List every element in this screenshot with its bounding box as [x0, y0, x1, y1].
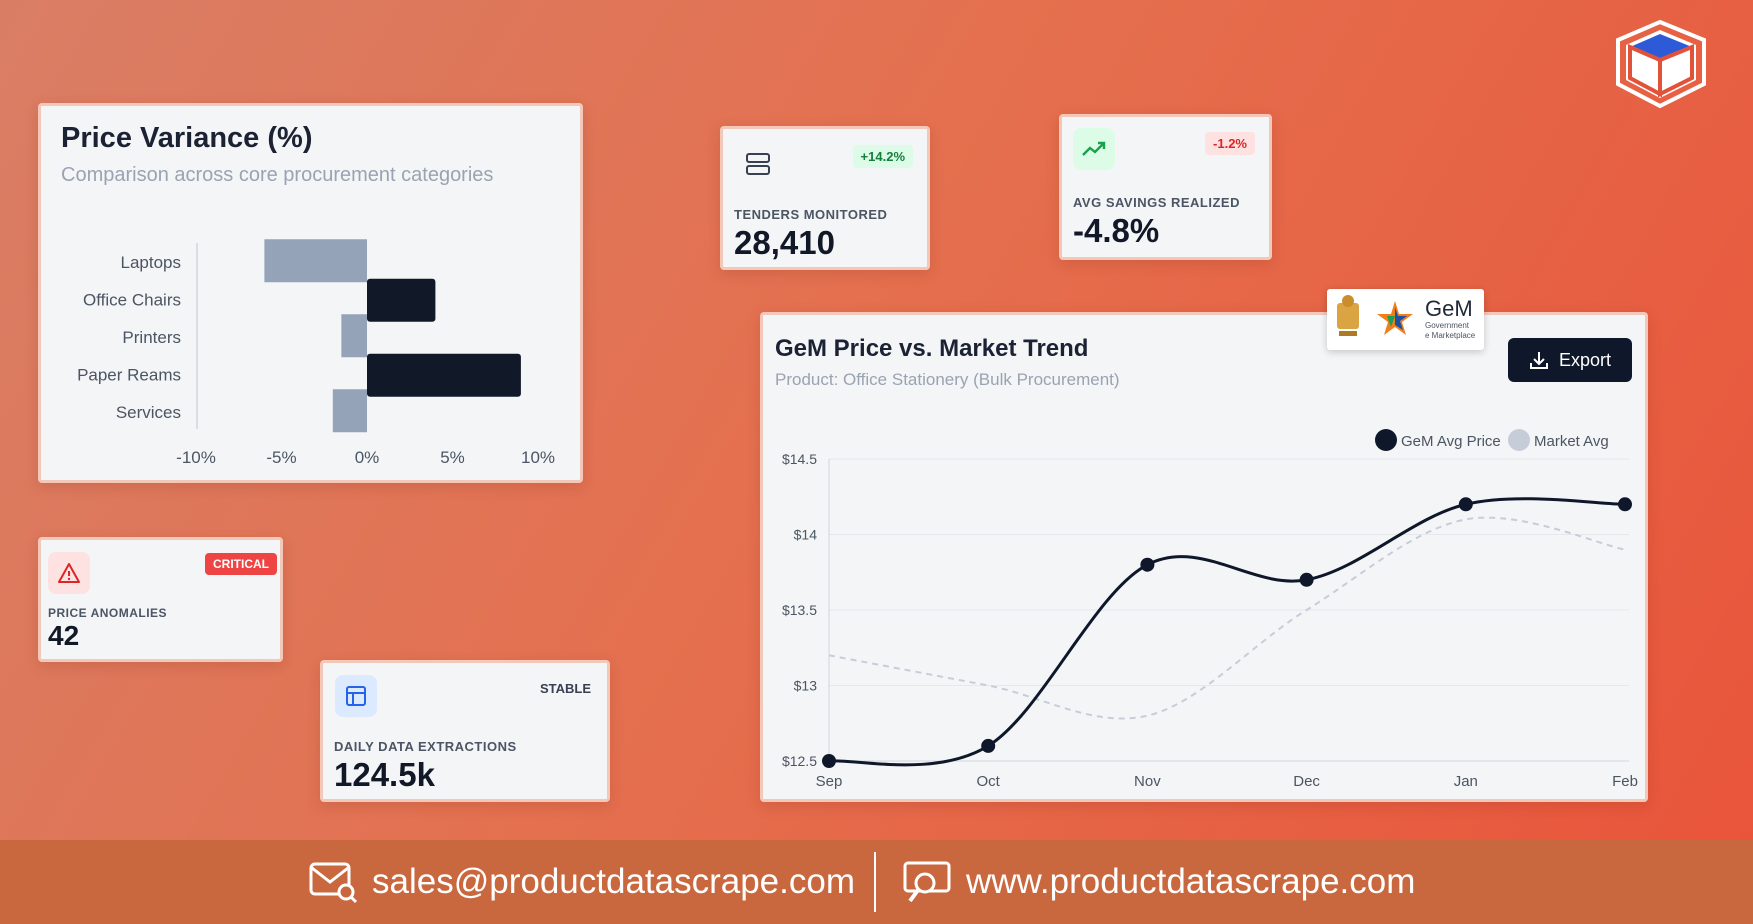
critical-badge: CRITICAL — [205, 553, 277, 575]
legend-gem-avg-price-swatch — [1375, 429, 1397, 451]
trend-x-tick-label: Feb — [1612, 773, 1638, 790]
pv-tick-label: 10% — [521, 448, 555, 467]
gem-price-point — [1618, 497, 1632, 512]
gem-logo-text: GeM — [1425, 296, 1473, 321]
email-contact[interactable]: sales@productdatascrape.com — [308, 840, 855, 924]
alert-triangle-icon — [48, 552, 90, 594]
extractions-value: 124.5k — [334, 756, 435, 793]
avg-savings-card: -1.2% AVG SAVINGS REALIZED -4.8% — [1059, 114, 1272, 260]
export-button[interactable]: Export — [1508, 338, 1632, 382]
savings-label: AVG SAVINGS REALIZED — [1073, 195, 1240, 210]
trend-title: GeM Price vs. Market Trend — [775, 335, 1089, 362]
price-variance-title: Price Variance (%) — [61, 122, 313, 154]
trend-y-tick-label: $12.5 — [782, 753, 817, 769]
website-text: www.productdatascrape.com — [966, 862, 1416, 901]
trend-x-tick-label: Nov — [1134, 773, 1161, 790]
download-icon — [1529, 352, 1548, 369]
export-label: Export — [1558, 349, 1612, 370]
pv-bar — [341, 314, 367, 358]
layout-icon — [335, 675, 377, 717]
gem-logo-sub2: e Marketplace — [1425, 331, 1476, 340]
anomalies-value: 42 — [48, 620, 80, 651]
extractions-label: DAILY DATA EXTRACTIONS — [334, 739, 517, 754]
pv-tick-label: 5% — [440, 448, 465, 467]
pv-bar — [367, 353, 521, 397]
savings-value: -4.8% — [1073, 212, 1160, 249]
legend-market-avg-label: Market Avg — [1534, 433, 1609, 450]
contact-footer: sales@productdatascrape.com www.productd… — [0, 840, 1753, 924]
legend-gem-avg-price-label: GeM Avg Price — [1401, 433, 1501, 450]
price-variance-card: Price Variance (%) Comparison across cor… — [38, 103, 583, 483]
market-avg-line — [828, 516, 1626, 720]
price-variance-chart: Laptops Office Chairs Printers Paper Reams S… — [77, 239, 555, 467]
tenders-value: 28,410 — [734, 224, 835, 261]
trend-subtitle: Product: Office Stationery (Bulk Procure… — [775, 370, 1120, 389]
gem-emblem-graphic — [1337, 295, 1413, 336]
trend-x-tick-label: Oct — [977, 773, 1001, 790]
pv-tick-label: 0% — [355, 448, 380, 467]
gem-logo: GeM Government e Marketplace — [1327, 289, 1484, 350]
tenders-change-badge: +14.2% — [852, 145, 913, 168]
trending-up-icon — [1073, 128, 1115, 170]
anomalies-label: PRICE ANOMALIES — [48, 606, 168, 620]
web-search-icon — [903, 861, 951, 903]
trend-x-tick-label: Dec — [1293, 773, 1320, 790]
gem-avg-price-line — [828, 497, 1626, 767]
footer-divider — [874, 852, 876, 912]
website-contact[interactable]: www.productdatascrape.com — [902, 840, 1415, 924]
pv-category-label: Laptops — [121, 253, 182, 272]
price-variance-subtitle: Comparison across core procurement categ… — [61, 164, 494, 186]
trend-x-tick-label: Jan — [1454, 773, 1478, 790]
brand-cube-logo — [1616, 19, 1706, 109]
gem-price-point — [1140, 557, 1155, 572]
price-trend-chart: $14.5 $14 $13.5 $13 $12.5 Sep Oct Nov Dec Jan Feb G… — [782, 429, 1638, 790]
pv-bar — [264, 239, 367, 283]
pv-category-label: Paper Reams — [77, 365, 181, 384]
pv-bar — [332, 389, 367, 433]
server-stack-icon — [737, 143, 779, 185]
trend-y-tick-label: $13.5 — [782, 602, 817, 618]
pv-tick-label: -10% — [176, 448, 216, 467]
daily-extractions-card: STABLE DAILY DATA EXTRACTIONS 124.5k — [320, 660, 610, 802]
mail-icon — [309, 862, 358, 904]
pv-tick-label: -5% — [266, 448, 296, 467]
gem-price-point — [1299, 572, 1314, 587]
trend-y-tick-label: $13 — [794, 678, 818, 694]
savings-change-badge: -1.2% — [1205, 132, 1255, 155]
gem-price-point — [1458, 497, 1473, 512]
tenders-label: TENDERS MONITORED — [734, 207, 888, 222]
trend-y-tick-label: $14.5 — [782, 451, 817, 467]
pv-category-label: Printers — [122, 328, 181, 347]
price-anomalies-card: CRITICAL PRICE ANOMALIES 42 — [38, 537, 283, 662]
stable-badge: STABLE — [539, 681, 591, 696]
gem-price-point — [822, 754, 836, 768]
pv-bar — [367, 278, 436, 322]
price-trend-card: $14.5 $14 $13.5 $13 $12.5 Sep Oct Nov Dec Jan Feb G… — [760, 312, 1648, 802]
pv-category-label: Services — [116, 403, 181, 422]
trend-x-tick-label: Sep — [816, 773, 843, 790]
legend-market-avg-swatch — [1508, 429, 1530, 451]
trend-y-tick-label: $14 — [794, 527, 818, 543]
tenders-monitored-card: +14.2% TENDERS MONITORED 28,410 — [720, 126, 930, 270]
pv-category-label: Office Chairs — [83, 290, 181, 309]
gem-price-point — [981, 738, 996, 753]
email-text: sales@productdatascrape.com — [372, 862, 855, 901]
gem-logo-sub1: Government — [1425, 321, 1470, 330]
